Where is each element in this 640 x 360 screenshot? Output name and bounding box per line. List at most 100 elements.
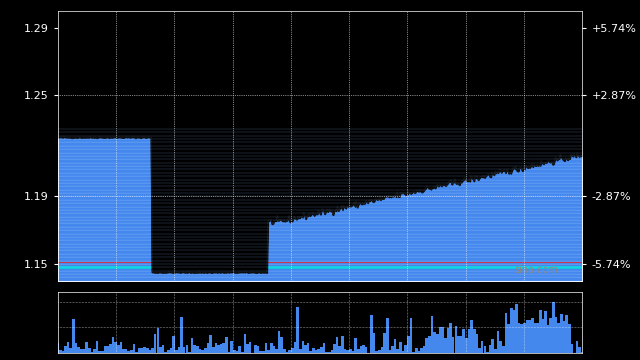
Bar <box>349 349 351 353</box>
Bar <box>233 350 236 353</box>
Bar <box>304 345 307 353</box>
Bar <box>64 346 67 353</box>
Bar <box>525 320 529 353</box>
Bar <box>510 308 513 353</box>
Bar <box>499 341 502 353</box>
Bar <box>486 352 489 353</box>
Bar <box>196 346 198 353</box>
Bar <box>257 346 259 353</box>
Bar <box>407 336 410 353</box>
Bar <box>544 311 547 353</box>
Bar <box>388 350 391 353</box>
Bar <box>130 350 132 353</box>
Bar <box>72 319 75 353</box>
Bar <box>91 352 93 353</box>
Bar <box>162 345 164 353</box>
Bar <box>299 349 301 353</box>
Bar <box>523 323 525 353</box>
Bar <box>360 346 362 353</box>
Bar <box>212 347 214 353</box>
Bar <box>264 343 268 353</box>
Bar <box>228 352 230 353</box>
Bar <box>557 323 560 353</box>
Bar <box>372 333 376 353</box>
Bar <box>550 318 552 353</box>
Bar <box>420 348 423 353</box>
Bar <box>438 327 442 353</box>
Bar <box>330 350 333 353</box>
Bar <box>502 346 504 353</box>
Bar <box>508 324 510 353</box>
Bar <box>315 351 317 353</box>
Bar <box>339 346 341 353</box>
Bar <box>426 338 428 353</box>
Bar <box>180 317 183 353</box>
Bar <box>249 342 252 353</box>
Bar <box>386 318 388 353</box>
Bar <box>159 347 162 353</box>
Bar <box>294 342 296 353</box>
Bar <box>531 318 534 353</box>
Bar <box>317 349 320 353</box>
Bar <box>344 349 346 353</box>
Bar <box>336 337 339 353</box>
Bar <box>404 345 407 353</box>
Bar <box>444 338 447 353</box>
Bar <box>410 318 412 353</box>
Bar <box>310 351 312 353</box>
Bar <box>394 339 396 353</box>
Bar <box>296 307 299 353</box>
Bar <box>423 346 426 353</box>
Bar <box>504 313 508 353</box>
Bar <box>494 349 497 353</box>
Bar <box>563 320 565 353</box>
Bar <box>56 343 59 353</box>
Bar <box>198 349 202 353</box>
Bar <box>59 350 61 353</box>
Bar <box>220 345 223 353</box>
Bar <box>579 347 581 353</box>
Bar <box>236 351 238 353</box>
Bar <box>172 336 175 353</box>
Bar <box>183 347 186 353</box>
Bar <box>146 348 148 353</box>
Bar <box>217 345 220 353</box>
Bar <box>191 338 193 353</box>
Bar <box>88 348 90 353</box>
Bar <box>351 351 355 353</box>
Bar <box>244 334 246 353</box>
Bar <box>214 343 217 353</box>
Bar <box>560 314 563 353</box>
Bar <box>470 320 473 353</box>
Bar <box>164 352 167 353</box>
Bar <box>536 323 539 353</box>
Bar <box>452 337 454 353</box>
Bar <box>96 341 99 353</box>
Bar <box>376 351 378 353</box>
Bar <box>570 344 573 353</box>
Bar <box>529 320 531 353</box>
Bar <box>167 350 170 353</box>
Bar <box>383 333 386 353</box>
Bar <box>325 352 328 353</box>
Bar <box>122 350 125 353</box>
Bar <box>202 350 204 353</box>
Bar <box>85 342 88 353</box>
Bar <box>285 352 289 353</box>
Bar <box>476 334 478 353</box>
Bar <box>301 341 304 353</box>
Bar <box>280 337 283 353</box>
Bar <box>138 348 141 353</box>
Bar <box>307 343 310 353</box>
Bar <box>378 350 381 353</box>
Bar <box>381 347 383 353</box>
Bar <box>518 323 520 353</box>
Bar <box>127 351 130 353</box>
Bar <box>492 338 494 353</box>
Bar <box>99 351 101 353</box>
Bar <box>397 348 399 353</box>
Bar <box>175 350 177 353</box>
Bar <box>355 338 357 353</box>
Bar <box>117 345 120 353</box>
Bar <box>80 348 83 353</box>
